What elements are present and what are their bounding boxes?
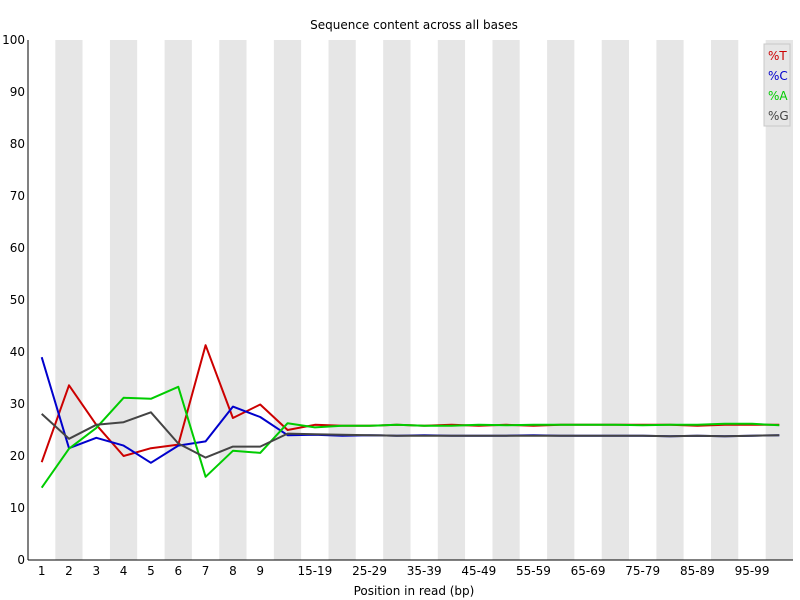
background-band [465,40,493,560]
x-axis-ticks: 1 2 3 4 5 6 7 8 9 15-19 25-29 35-39 45-49 55-59 65-69 7… [38,564,770,578]
background-band [601,40,630,560]
x-tick-label: 9 [256,564,264,578]
x-tick-label: 1 [38,564,46,578]
legend-entry: %T [768,49,787,63]
y-tick-label: 40 [10,345,25,359]
background-band [246,40,274,560]
background-band [55,40,83,560]
background-band [355,40,384,560]
x-tick-label: 5 [147,564,155,578]
background-band [711,40,739,560]
background-band [109,40,138,560]
legend-entry: %G [768,109,789,123]
background-band [765,40,793,560]
legend-entry: %C [768,69,788,83]
y-tick-label: 20 [10,449,25,463]
background-band [328,40,356,560]
background-band [519,40,548,560]
background-band [273,40,302,560]
series-lines [40,344,780,489]
background-band [738,40,766,560]
y-axis-ticks: 0 10 20 30 40 50 60 70 80 90 100 [2,33,25,567]
background-band [629,40,657,560]
background-band [656,40,684,560]
legend-entry: %A [768,89,788,103]
y-tick-label: 0 [17,553,25,567]
y-tick-label: 100 [2,33,25,47]
y-tick-label: 30 [10,397,25,411]
y-tick-label: 70 [10,189,25,203]
background-band [383,40,411,560]
x-tick-label: 3 [92,564,100,578]
x-tick-label: 95-99 [735,564,770,578]
x-tick-label: 7 [202,564,210,578]
x-tick-label: 45-49 [461,564,496,578]
x-axis-label: Position in read (bp) [354,584,475,598]
background-band [410,40,438,560]
background-band [164,40,192,560]
background-band [492,40,520,560]
series-line-pct-g [41,411,780,459]
y-tick-label: 90 [10,85,25,99]
x-tick-label: 65-69 [571,564,606,578]
legend: %T %C %A %G [763,43,791,127]
background-band [437,40,466,560]
y-tick-label: 10 [10,501,25,515]
x-tick-label: 15-19 [297,564,332,578]
y-tick-label: 60 [10,241,25,255]
background-band [191,40,220,560]
x-tick-label: 8 [229,564,237,578]
background-band [574,40,602,560]
x-tick-label: 4 [120,564,128,578]
background-band [547,40,575,560]
background-band [683,40,712,560]
x-tick-label: 6 [174,564,182,578]
x-tick-label: 2 [65,564,73,578]
x-tick-label: 75-79 [625,564,660,578]
background-band [219,40,247,560]
x-tick-label: 55-59 [516,564,551,578]
x-tick-label: 25-29 [352,564,387,578]
y-tick-label: 50 [10,293,25,307]
series-line-pct-a [40,385,780,489]
y-tick-label: 80 [10,137,25,151]
x-tick-label: 85-89 [680,564,715,578]
legend-box [763,43,791,127]
background-band [301,40,329,560]
background-band [137,40,165,560]
background-band [82,40,110,560]
chart-title: Sequence content across all bases [310,18,518,32]
axes [27,40,793,561]
background-bands [28,40,793,560]
x-tick-label: 35-39 [407,564,442,578]
background-band [28,40,56,560]
